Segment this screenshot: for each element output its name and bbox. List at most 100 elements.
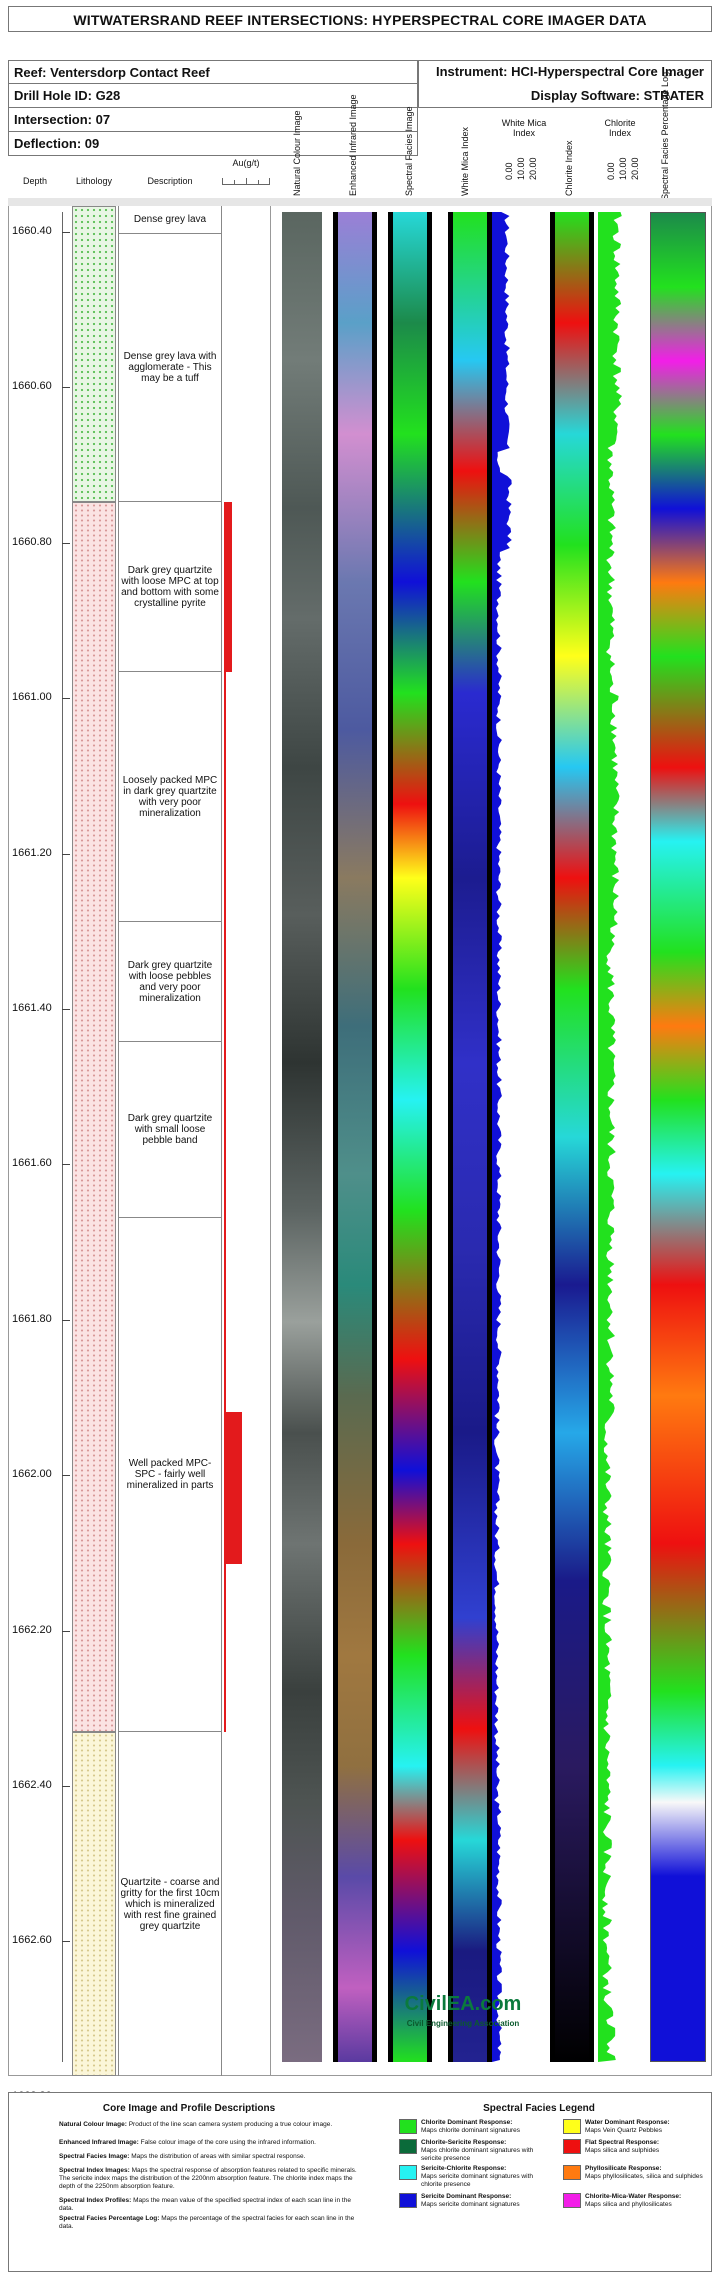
enhanced-infrared-image xyxy=(338,212,372,2062)
lithology-header: Lithology xyxy=(75,176,113,186)
legend-swatch-sericite-dominant xyxy=(399,2193,417,2208)
legend-desc-enhanced: Enhanced Infrared Image: False colour im… xyxy=(59,2139,316,2146)
depth-tick xyxy=(62,1475,70,1477)
header-divider xyxy=(8,198,712,206)
instrument-label: Instrument: HCI-Hyperspectral Core Image… xyxy=(435,64,704,79)
legend-sericite-dominant: Sericite Dominant Response: Maps sericite… xyxy=(421,2193,520,2208)
legend-desc-index-images: Spectral Index Images: Maps the spectral… xyxy=(59,2167,357,2190)
intersection-label: Intersection: 07 xyxy=(8,108,418,132)
depth-label: 1661.40 xyxy=(12,1002,52,1014)
legend-chlorite-sericite: Chlorite-Sericite Response: Maps chlorite… xyxy=(421,2139,534,2162)
deflection-label: Deflection: 09 xyxy=(8,132,418,156)
au-bar-2 xyxy=(224,672,226,1218)
lithology-quartzite xyxy=(72,502,116,1732)
chlorite-profile-fill xyxy=(598,212,622,2062)
legend-swatch-flat-spectral xyxy=(563,2139,581,2154)
software-label: Display Software: STRATER xyxy=(530,88,704,103)
percentage-log xyxy=(650,212,706,2062)
desc-1: Dense grey lava xyxy=(118,206,222,234)
white-mica-profile-header: White Mica Index xyxy=(501,118,547,138)
description-column xyxy=(118,206,222,2076)
depth-tick xyxy=(62,1786,70,1787)
header-left-panel: Reef: Ventersdorp Contact Reef Drill Hol… xyxy=(8,60,418,156)
white-mica-header: White Mica Index xyxy=(460,126,470,196)
au-column-border xyxy=(270,206,271,2076)
chlorite-profile xyxy=(598,212,638,2062)
legend-water-dominant: Water Dominant Response: Maps Vein Quartz… xyxy=(585,2119,670,2134)
wm-tick-0: 0.00 xyxy=(504,162,514,180)
desc-2: Dense grey lava with agglomerate - This … xyxy=(118,234,222,502)
legend-right-title: Spectral Facies Legend xyxy=(483,2103,595,2114)
depth-label: 1662.20 xyxy=(12,1623,52,1636)
depth-tick xyxy=(62,1941,70,1943)
legend-swatch-phyllosilicate xyxy=(563,2165,581,2180)
ch-tick-1: 10.00 xyxy=(618,157,628,180)
report-title: WITWATERSRAND REEF INTERSECTIONS: HYPERS… xyxy=(8,6,712,32)
depth-label: 1660.40 xyxy=(12,225,52,237)
legend-desc-index-profiles: Spectral Index Profiles: Maps the mean v… xyxy=(59,2197,351,2212)
white-mica-image xyxy=(453,212,487,2062)
watermark-main: CivilEA.com xyxy=(404,1993,522,2015)
depth-tick xyxy=(62,232,70,233)
depth-label: 1660.80 xyxy=(12,535,52,548)
legend-swatch-water-dominant xyxy=(563,2119,581,2134)
desc-7: Well packed MPC-SPC - fairly well minera… xyxy=(118,1218,222,1732)
natural-colour-header: Natural Colour Image xyxy=(292,110,302,196)
spectral-facies-image xyxy=(393,212,427,2062)
reef-label: Reef: Ventersdorp Contact Reef xyxy=(8,60,418,84)
desc-3: Dark grey quartzite with loose MPC at to… xyxy=(118,502,222,672)
watermark-sub: Civil Engineering Association xyxy=(406,2019,520,2028)
legend-sericite-chlorite: Sericite-Chlorite Response: Maps sericite… xyxy=(421,2165,533,2188)
lithology-lava xyxy=(72,206,116,502)
depth-tick xyxy=(62,853,70,855)
depth-label: 1660.60 xyxy=(12,380,52,393)
depth-label: 1661.20 xyxy=(12,846,52,859)
white-mica-profile-svg xyxy=(492,212,512,2062)
wm-tick-2: 20.00 xyxy=(528,157,538,180)
legend-phyllosilicate: Phyllosilicate Response: Maps phyllosilic… xyxy=(585,2165,703,2180)
legend-chlorite-mica-water: Chlorite-Mica-Water Response: Maps silica… xyxy=(585,2193,682,2208)
white-mica-profile xyxy=(492,212,532,2062)
header-right-frame xyxy=(418,60,712,108)
legend-left-title: Core Image and Profile Descriptions xyxy=(102,2103,276,2114)
desc-8: Quartzite - coarse and gritty for the fi… xyxy=(120,1876,220,1932)
legend-flat-spectral: Flat Spectral Response: Maps silica and s… xyxy=(585,2139,660,2154)
legend-chlorite-dominant: Chlorite Dominant Response: Maps chlorite… xyxy=(421,2119,520,2134)
legend-swatch-sericite-chlorite xyxy=(399,2165,417,2180)
chlorite-profile-header: Chlorite Index xyxy=(604,118,636,138)
legend-desc-percentage: Spectral Facies Percentage Log: Maps the… xyxy=(59,2215,355,2230)
chlorite-profile-svg xyxy=(598,212,622,2062)
wm-tick-1: 10.00 xyxy=(516,157,526,180)
desc-4: Loosely packed MPC in dark grey quartzit… xyxy=(118,672,222,922)
depth-label: 1662.60 xyxy=(12,1934,52,1947)
legend-swatch-chlorite-sericite xyxy=(399,2139,417,2154)
depth-tick xyxy=(62,1319,70,1321)
ch-tick-0: 0.00 xyxy=(606,162,616,180)
legend-swatch-chlorite-dominant xyxy=(399,2119,417,2134)
legend-desc-facies: Spectral Facies Image: Maps the distribu… xyxy=(59,2153,306,2160)
desc-5: Dark grey quartzite with loose pebbles a… xyxy=(118,922,222,1042)
au-bar-4 xyxy=(224,1412,242,1564)
depth-tick xyxy=(62,1164,70,1166)
au-header: Au(g/t) xyxy=(232,158,260,168)
au-scale xyxy=(222,178,270,185)
depth-label: 1662.40 xyxy=(12,1779,52,1791)
legend-swatch-chlorite-mica-water xyxy=(563,2193,581,2208)
depth-header: Depth xyxy=(22,176,48,186)
white-mica-profile-fill xyxy=(492,212,512,2062)
natural-colour-image xyxy=(282,212,322,2062)
spectral-facies-header: Spectral Facies Image xyxy=(404,106,414,196)
au-bar-1 xyxy=(224,502,232,672)
depth-axis xyxy=(62,212,63,2062)
enhanced-infrared-header: Enhanced Infrared Image xyxy=(348,94,358,196)
depth-label: 1662.00 xyxy=(12,1468,52,1481)
depth-tick xyxy=(62,542,70,544)
watermark: CivilEA.com Civil Engineering Associatio… xyxy=(388,1994,538,2034)
depth-label: 1661.60 xyxy=(12,1157,52,1170)
ch-tick-2: 20.00 xyxy=(630,157,640,180)
chlorite-header: Chlorite Index xyxy=(564,140,574,196)
drill-hole-label: Drill Hole ID: G28 xyxy=(8,84,418,108)
percentage-log-header: Spectral Facies Percentage Log xyxy=(660,71,670,200)
depth-label: 1661.80 xyxy=(12,1312,52,1325)
depth-tick xyxy=(62,1630,70,1632)
